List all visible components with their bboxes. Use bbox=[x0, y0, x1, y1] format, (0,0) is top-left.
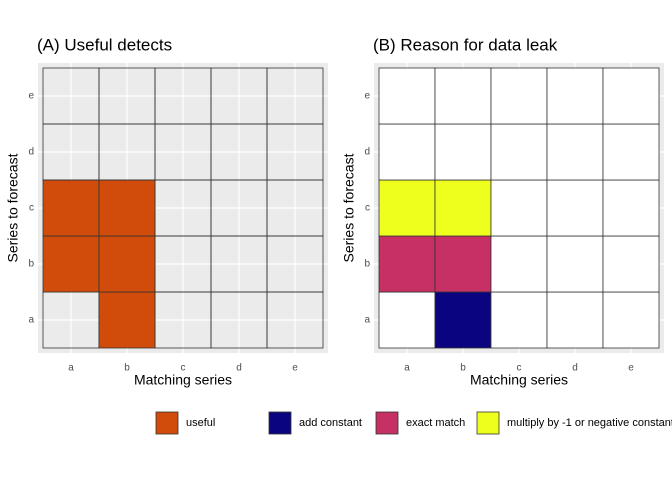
tile bbox=[602, 67, 660, 125]
tile bbox=[602, 123, 660, 181]
tile bbox=[546, 291, 604, 349]
y-axis-title: Series to forecast bbox=[5, 153, 21, 262]
x-tick-label: a bbox=[68, 363, 74, 374]
legend-key bbox=[375, 411, 399, 435]
tile bbox=[546, 235, 604, 293]
x-tick-label: b bbox=[124, 363, 130, 374]
legend-key bbox=[268, 411, 292, 435]
tile bbox=[98, 235, 156, 293]
tile bbox=[602, 291, 660, 349]
x-tick-label: b bbox=[460, 363, 466, 374]
tile bbox=[602, 235, 660, 293]
tile bbox=[546, 179, 604, 237]
tile bbox=[378, 291, 436, 349]
tile bbox=[98, 179, 156, 237]
y-tick-label: b bbox=[28, 259, 34, 270]
tile bbox=[378, 179, 436, 237]
tile bbox=[378, 67, 436, 125]
legend-label: add constant bbox=[299, 417, 362, 429]
x-axis-title: Matching series bbox=[134, 372, 232, 388]
y-tick-label: e bbox=[364, 91, 370, 102]
y-tick-label: d bbox=[364, 147, 370, 158]
tile bbox=[490, 179, 548, 237]
tile bbox=[378, 235, 436, 293]
chart-title: (A) Useful detects bbox=[37, 35, 172, 54]
y-tick-label: b bbox=[364, 259, 370, 270]
x-tick-label: e bbox=[628, 363, 634, 374]
tile bbox=[434, 291, 492, 349]
y-tick-label: c bbox=[29, 203, 34, 214]
tile bbox=[42, 235, 100, 293]
y-tick-label: a bbox=[364, 315, 370, 326]
x-tick-label: e bbox=[292, 363, 298, 374]
tile bbox=[546, 67, 604, 125]
x-tick-label: a bbox=[404, 363, 410, 374]
tile bbox=[434, 123, 492, 181]
x-tick-label: c bbox=[517, 363, 522, 374]
legend-key bbox=[155, 411, 179, 435]
y-tick-label: d bbox=[28, 147, 34, 158]
tile bbox=[490, 291, 548, 349]
tile bbox=[434, 179, 492, 237]
legend-label: exact match bbox=[406, 417, 465, 429]
x-tick-label: d bbox=[236, 363, 242, 374]
x-tick-label: d bbox=[572, 363, 578, 374]
tile bbox=[602, 179, 660, 237]
tile bbox=[434, 67, 492, 125]
tile bbox=[434, 235, 492, 293]
tile bbox=[266, 67, 324, 125]
y-tick-label: a bbox=[28, 315, 34, 326]
y-tick-label: c bbox=[365, 203, 370, 214]
tile bbox=[98, 291, 156, 349]
y-tick-label: e bbox=[28, 91, 34, 102]
chart-title: (B) Reason for data leak bbox=[373, 35, 558, 54]
tile bbox=[490, 235, 548, 293]
tile bbox=[42, 179, 100, 237]
tile bbox=[546, 123, 604, 181]
tile bbox=[490, 123, 548, 181]
legend-key bbox=[476, 411, 500, 435]
x-axis-title: Matching series bbox=[470, 372, 568, 388]
x-tick-label: c bbox=[181, 363, 186, 374]
tile bbox=[490, 67, 548, 125]
legend-label: useful bbox=[186, 417, 215, 429]
legend-label: multiply by -1 or negative constant bbox=[507, 417, 672, 429]
y-axis-title: Series to forecast bbox=[341, 153, 357, 262]
tile bbox=[378, 123, 436, 181]
